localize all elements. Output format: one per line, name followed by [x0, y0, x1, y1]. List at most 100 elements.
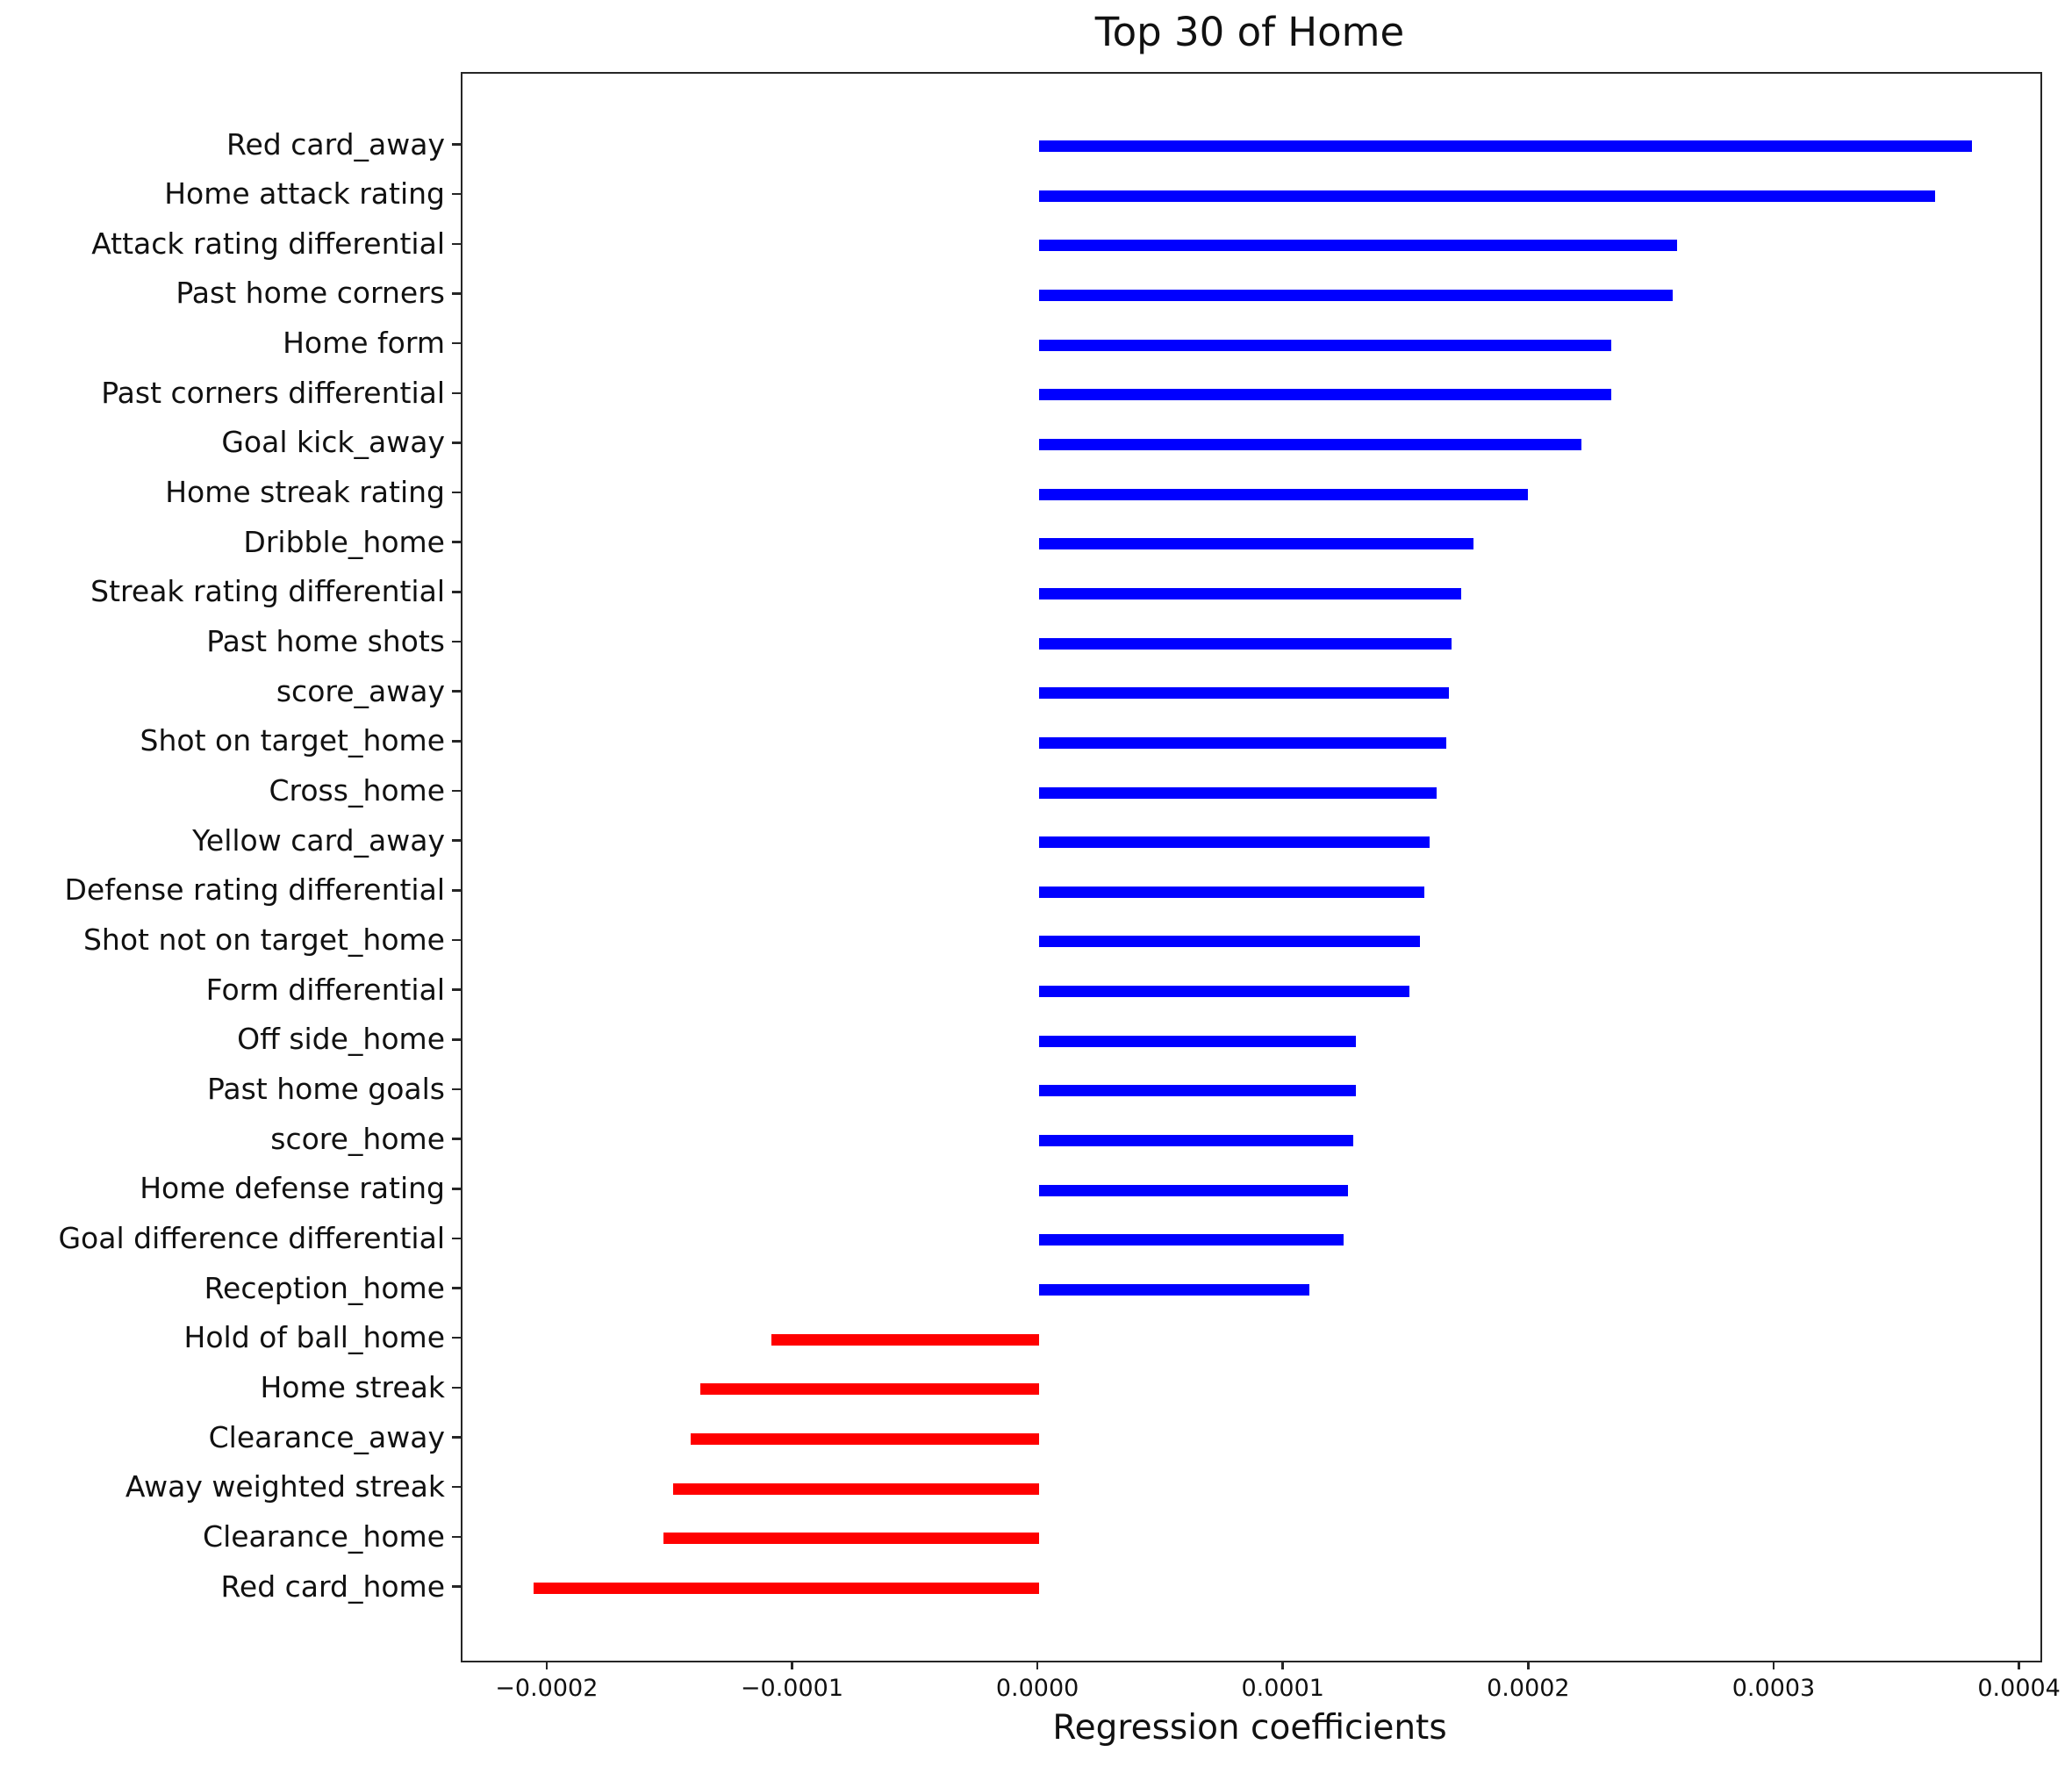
bar: [1039, 339, 1611, 351]
y-tick-mark: [452, 1386, 461, 1389]
y-tick-mark: [452, 1138, 461, 1140]
y-tick-label: Shot on target_home: [140, 723, 445, 758]
y-tick-mark: [452, 889, 461, 892]
y-tick-mark: [452, 1088, 461, 1091]
y-tick-label: Attack rating differential: [91, 226, 445, 261]
bar: [1039, 1184, 1349, 1196]
y-tick-label: score_away: [276, 673, 445, 708]
y-tick-mark: [452, 442, 461, 444]
y-tick-label: Home streak rating: [165, 475, 445, 510]
x-tick-mark: [791, 1661, 793, 1669]
bar: [1039, 736, 1447, 749]
y-tick-label: Home defense rating: [140, 1171, 445, 1206]
bar: [673, 1482, 1040, 1495]
bar: [1039, 786, 1437, 799]
bar: [1039, 190, 1935, 202]
y-tick-mark: [452, 1585, 461, 1588]
y-tick-label: Red card_home: [220, 1569, 445, 1604]
x-tick-mark: [2018, 1661, 2020, 1669]
y-tick-label: Home attack rating: [164, 176, 445, 212]
x-tick-mark: [1527, 1661, 1530, 1669]
y-tick-mark: [452, 1336, 461, 1339]
y-tick-mark: [452, 640, 461, 643]
plot-area: [461, 72, 2042, 1662]
bar: [1039, 1284, 1309, 1296]
y-tick-mark: [452, 839, 461, 842]
y-tick-mark: [452, 1436, 461, 1439]
bar: [1039, 389, 1611, 401]
bar: [1039, 687, 1450, 700]
y-tick-mark: [452, 591, 461, 593]
bar: [1039, 836, 1430, 849]
y-tick-label: Streak rating differential: [90, 574, 445, 609]
y-tick-label: Past home corners: [176, 276, 445, 311]
bar: [1039, 140, 1972, 152]
bar: [1039, 936, 1420, 948]
y-tick-label: Dribble_home: [243, 524, 445, 559]
y-tick-mark: [452, 292, 461, 295]
y-tick-mark: [452, 1038, 461, 1041]
bar: [534, 1583, 1040, 1594]
y-tick-mark: [452, 1237, 461, 1240]
x-tick-mark: [1281, 1661, 1284, 1669]
x-tick-label: 0.0001: [1241, 1675, 1324, 1702]
bar: [1039, 637, 1452, 650]
bar: [1039, 986, 1410, 998]
y-tick-label: Clearance_away: [208, 1419, 445, 1454]
y-tick-label: Yellow card_away: [192, 822, 445, 858]
x-tick-label: −0.0002: [495, 1675, 599, 1702]
y-tick-mark: [452, 789, 461, 793]
y-tick-label: Defense rating differential: [64, 872, 446, 908]
bar: [771, 1333, 1040, 1346]
bar: [1039, 488, 1528, 500]
bar: [1039, 438, 1582, 450]
y-tick-label: Off side_home: [237, 1022, 445, 1057]
y-tick-mark: [452, 988, 461, 991]
y-tick-mark: [452, 1485, 461, 1489]
chart-title: Top 30 of Home: [1094, 9, 1405, 55]
x-axis-label: Regression coefficients: [1052, 1708, 1447, 1748]
y-tick-label: Hold of ball_home: [183, 1320, 445, 1355]
y-tick-label: Shot not on target_home: [82, 922, 445, 957]
y-tick-mark: [452, 391, 461, 395]
y-tick-mark: [452, 1188, 461, 1190]
bar: [1039, 289, 1673, 301]
x-tick-label: −0.0001: [740, 1675, 844, 1702]
x-tick-label: 0.0004: [1977, 1675, 2061, 1702]
y-tick-mark: [452, 690, 461, 693]
bar: [1039, 1135, 1354, 1147]
bar: [1039, 1085, 1356, 1097]
bar: [700, 1383, 1040, 1396]
x-tick-mark: [545, 1661, 548, 1669]
bar: [663, 1533, 1040, 1545]
y-tick-mark: [452, 341, 461, 345]
y-tick-label: Red card_away: [226, 126, 445, 162]
y-tick-label: Past home goals: [206, 1071, 445, 1106]
bar: [691, 1433, 1040, 1446]
y-tick-mark: [452, 491, 461, 494]
bar: [1039, 587, 1462, 599]
bar: [1039, 1234, 1344, 1246]
bar: [1039, 240, 1678, 252]
y-tick-label: Past home shots: [206, 624, 445, 659]
y-tick-label: score_home: [270, 1121, 445, 1156]
bar: [1039, 1035, 1356, 1047]
bar: [1039, 886, 1425, 898]
y-tick-label: Goal difference differential: [58, 1220, 445, 1255]
y-tick-label: Home streak: [260, 1369, 445, 1404]
x-tick-label: 0.0003: [1731, 1675, 1816, 1702]
x-tick-mark: [1036, 1661, 1039, 1669]
y-tick-label: Home form: [283, 326, 445, 361]
x-tick-label: 0.0002: [1487, 1675, 1570, 1702]
x-tick-mark: [1772, 1661, 1775, 1669]
y-tick-mark: [452, 938, 461, 942]
y-tick-label: Reception_home: [204, 1270, 445, 1305]
y-tick-mark: [452, 1535, 461, 1539]
bar: [1039, 538, 1474, 550]
y-tick-mark: [452, 192, 461, 196]
y-tick-label: Past corners differential: [101, 375, 445, 410]
y-tick-mark: [452, 541, 461, 543]
y-tick-mark: [452, 242, 461, 246]
y-tick-mark: [452, 740, 461, 743]
